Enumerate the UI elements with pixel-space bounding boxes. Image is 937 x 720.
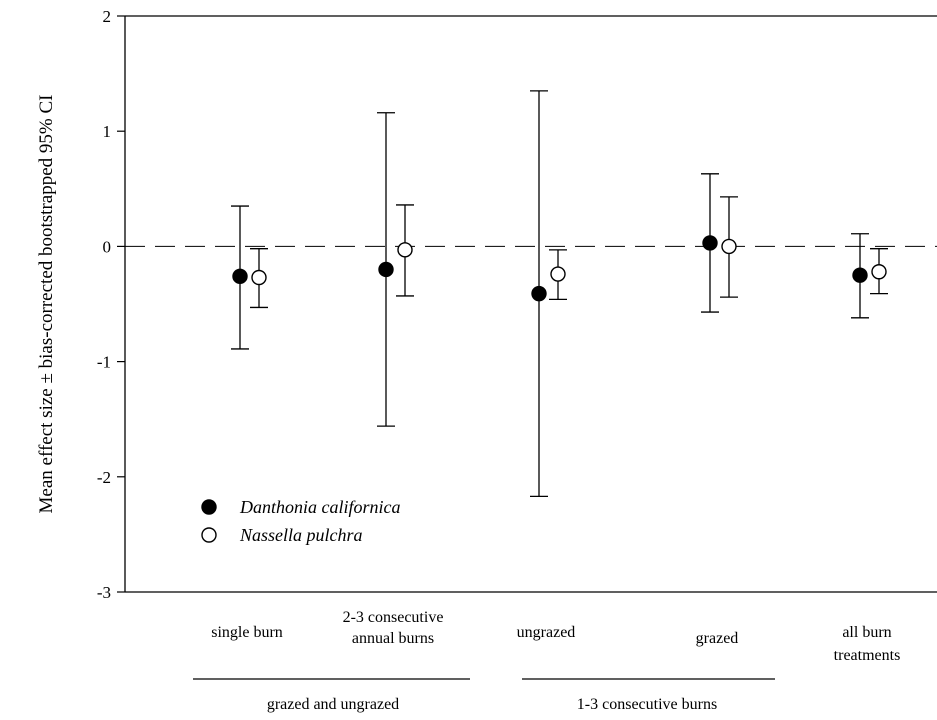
legend: Danthonia californica Nassella pulchra	[201, 497, 401, 545]
legend-marker	[201, 499, 217, 515]
category-label: grazed	[696, 630, 739, 647]
data-point-danthonia	[852, 267, 868, 283]
data-point-nassella	[871, 264, 887, 280]
legend-label: Nassella pulchra	[239, 525, 363, 545]
group-label: grazed and ungrazed	[267, 696, 399, 713]
y-tick-label: 1	[103, 122, 112, 141]
data-point-nassella	[550, 266, 566, 282]
legend-marker	[201, 527, 217, 543]
y-tick-label: 0	[103, 237, 112, 256]
y-axis-label: Mean effect size ± bias-corrected bootst…	[36, 95, 57, 514]
data-point-nassella	[721, 238, 737, 255]
category-label: single burn	[211, 624, 283, 641]
y-tick-label: 2	[103, 7, 112, 26]
category-label: treatments	[834, 647, 901, 664]
axes-layer	[117, 15, 937, 680]
data-point-danthonia	[378, 261, 394, 278]
data-point-nassella	[397, 242, 413, 258]
labels-layer: 2 1 0 -1 -2 -3 Mean effect size ± bias-correct…	[36, 7, 900, 713]
legend-label: Danthonia californica	[239, 497, 401, 517]
category-label: 2-3 consecutive	[343, 609, 444, 626]
category-label: ungrazed	[517, 624, 576, 641]
y-tick-label: -3	[97, 583, 111, 602]
data-point-danthonia	[531, 285, 547, 302]
group-label: 1-3 consecutive burns	[577, 696, 717, 713]
category-label: annual burns	[352, 630, 434, 647]
data-point-nassella	[251, 269, 267, 286]
data-layer	[231, 90, 888, 498]
data-point-danthonia	[232, 268, 248, 285]
data-point-danthonia	[702, 235, 718, 251]
category-label: all burn	[842, 624, 891, 641]
y-tick-label: -2	[97, 468, 111, 487]
y-tick-label: -1	[97, 353, 111, 372]
